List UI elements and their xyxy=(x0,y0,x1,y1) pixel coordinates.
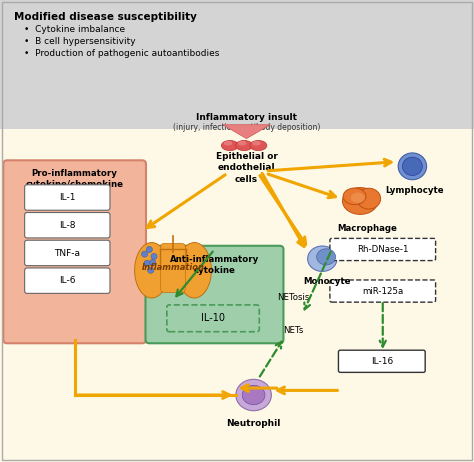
Text: IL-8: IL-8 xyxy=(59,221,75,230)
Ellipse shape xyxy=(221,140,238,151)
Text: miR-125a: miR-125a xyxy=(362,286,403,296)
Text: TNF-a: TNF-a xyxy=(55,249,80,258)
Text: (injury, infection, antibody deposition): (injury, infection, antibody deposition) xyxy=(173,123,320,132)
Ellipse shape xyxy=(144,261,150,266)
Ellipse shape xyxy=(252,141,261,146)
Text: •  Production of pathogenic autoantibodies: • Production of pathogenic autoantibodie… xyxy=(24,49,219,57)
Text: IL-16: IL-16 xyxy=(371,357,393,366)
Text: •  B cell hypersensitivity: • B cell hypersensitivity xyxy=(24,37,135,46)
Text: IL-6: IL-6 xyxy=(59,276,75,286)
Text: Inflammation: Inflammation xyxy=(142,263,204,273)
Text: Modified disease susceptibility: Modified disease susceptibility xyxy=(14,12,197,22)
FancyBboxPatch shape xyxy=(338,350,425,372)
Ellipse shape xyxy=(351,193,365,203)
Text: Lymphocyte: Lymphocyte xyxy=(385,186,444,195)
Ellipse shape xyxy=(151,253,157,259)
Bar xyxy=(0,129,474,462)
FancyBboxPatch shape xyxy=(25,240,110,266)
Text: Pro-inflammatory
cytokine/chemokine: Pro-inflammatory cytokine/chemokine xyxy=(26,169,124,189)
Ellipse shape xyxy=(343,188,366,205)
Ellipse shape xyxy=(342,188,378,214)
Ellipse shape xyxy=(250,140,267,151)
Text: Macrophage: Macrophage xyxy=(337,224,397,232)
Ellipse shape xyxy=(224,141,232,146)
Text: IL-10: IL-10 xyxy=(201,313,225,323)
FancyBboxPatch shape xyxy=(330,238,436,261)
Ellipse shape xyxy=(357,188,381,209)
Ellipse shape xyxy=(308,246,337,272)
Ellipse shape xyxy=(238,141,246,146)
Ellipse shape xyxy=(402,157,422,176)
FancyBboxPatch shape xyxy=(3,160,146,343)
Polygon shape xyxy=(223,125,270,139)
Text: Anti-inflammatory
cytokine: Anti-inflammatory cytokine xyxy=(170,255,259,275)
Text: Inflammatory insult: Inflammatory insult xyxy=(196,113,297,122)
Text: Epithelial or
endothelial
cells: Epithelial or endothelial cells xyxy=(216,152,277,184)
FancyBboxPatch shape xyxy=(25,213,110,238)
Text: Neutrophil: Neutrophil xyxy=(227,419,281,428)
Text: IL-1: IL-1 xyxy=(59,193,75,202)
FancyBboxPatch shape xyxy=(25,268,110,293)
Ellipse shape xyxy=(398,153,427,180)
Bar xyxy=(0,0,474,129)
FancyBboxPatch shape xyxy=(330,280,436,302)
Text: Monocyte: Monocyte xyxy=(303,277,351,286)
Ellipse shape xyxy=(317,249,336,265)
Ellipse shape xyxy=(150,260,155,265)
Ellipse shape xyxy=(236,140,253,151)
Text: NETosis: NETosis xyxy=(277,293,309,303)
FancyBboxPatch shape xyxy=(146,246,283,343)
Ellipse shape xyxy=(236,379,271,411)
FancyBboxPatch shape xyxy=(25,185,110,210)
Text: Rh-DNase-1: Rh-DNase-1 xyxy=(357,245,409,254)
Ellipse shape xyxy=(146,247,152,252)
Text: NETs: NETs xyxy=(283,326,303,335)
Ellipse shape xyxy=(148,267,154,274)
Ellipse shape xyxy=(135,243,169,298)
FancyBboxPatch shape xyxy=(167,305,259,332)
Ellipse shape xyxy=(177,243,211,298)
Ellipse shape xyxy=(242,385,265,405)
Text: •  Cytokine imbalance: • Cytokine imbalance xyxy=(24,25,125,34)
FancyBboxPatch shape xyxy=(161,243,185,292)
Ellipse shape xyxy=(141,251,147,257)
